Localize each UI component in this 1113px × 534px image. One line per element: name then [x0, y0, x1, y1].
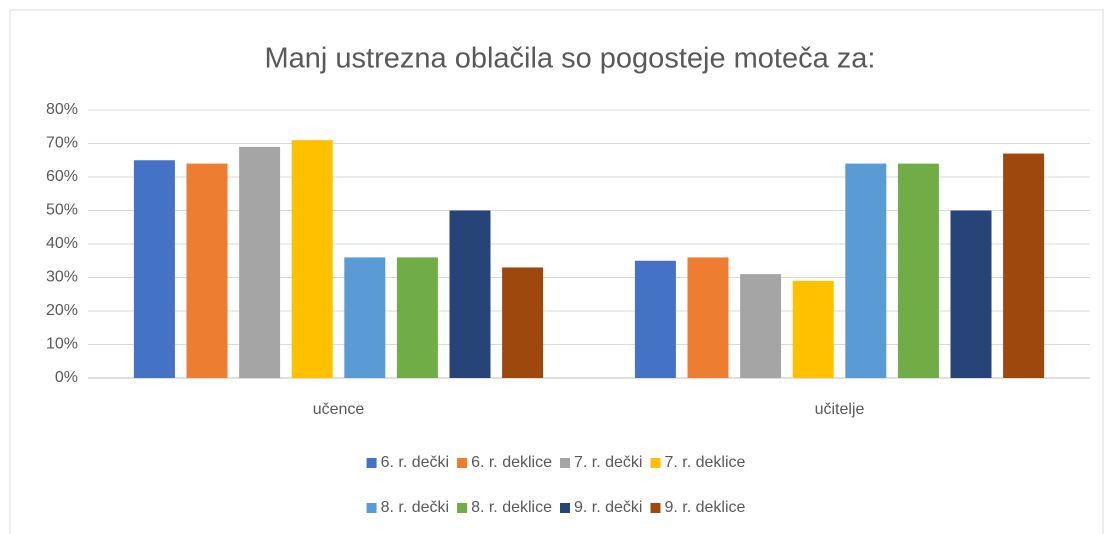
legend-swatch	[366, 503, 377, 513]
legend-swatch	[366, 458, 377, 468]
bar	[634, 260, 676, 378]
legend-label: 6. r. dečki	[381, 454, 449, 471]
bar	[396, 257, 438, 378]
bar	[344, 257, 386, 378]
y-tick-label: 80%	[46, 101, 78, 118]
legend-label: 8. r. deklice	[471, 499, 552, 516]
y-tick-label: 70%	[46, 135, 78, 152]
bar	[239, 146, 281, 378]
legend-label: 6. r. deklice	[471, 454, 552, 471]
legend-swatch	[560, 458, 570, 468]
y-tick-label: 50%	[46, 202, 78, 219]
chart-title: Manj ustrezna oblačila so pogosteje mote…	[265, 43, 876, 75]
bar	[897, 163, 939, 378]
y-tick-label: 0%	[55, 369, 78, 386]
bar	[449, 210, 491, 378]
bar	[186, 163, 228, 378]
legend-label: 9. r. dečki	[574, 499, 642, 516]
y-tick-label: 30%	[46, 269, 78, 286]
bar	[740, 274, 782, 378]
bar	[133, 160, 175, 378]
legend-swatch	[560, 503, 570, 513]
y-tick-label: 40%	[46, 235, 78, 252]
y-tick-label: 20%	[46, 302, 78, 319]
bar	[502, 267, 544, 378]
legend-swatch	[650, 458, 661, 468]
y-tick-label: 60%	[46, 168, 78, 185]
legend-label: 7. r. deklice	[664, 454, 745, 471]
bar	[845, 163, 887, 378]
x-tick-label: učitelje	[815, 401, 865, 418]
bar	[792, 280, 834, 378]
bar	[687, 257, 729, 378]
chart-border	[9, 9, 1104, 534]
bar	[950, 210, 992, 378]
legend-label: 9. r. deklice	[664, 499, 745, 516]
legend-swatch	[650, 503, 661, 513]
bar	[291, 140, 333, 378]
y-tick-label: 10%	[46, 336, 78, 353]
bar	[1003, 153, 1045, 378]
legend-label: 8. r. dečki	[381, 499, 449, 516]
legend-label: 7. r. dečki	[574, 454, 642, 471]
legend-swatch	[457, 458, 468, 468]
legend-swatch	[457, 503, 468, 513]
x-tick-label: učence	[313, 401, 365, 418]
